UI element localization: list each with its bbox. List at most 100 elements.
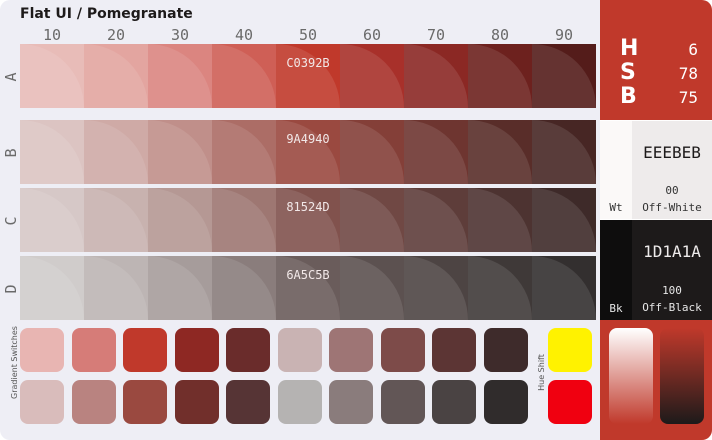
hsb-h-letter: H [620, 36, 639, 61]
gradient-switch-2-1[interactable] [20, 380, 64, 424]
shade-cell-d-10[interactable] [20, 256, 84, 320]
shade-cell-b-40[interactable] [212, 120, 276, 184]
shade-cell-d-20[interactable] [84, 256, 148, 320]
shade-cell-b-50[interactable]: 9A4940 [276, 120, 340, 184]
hsb-s-value: 78 [678, 64, 698, 83]
shade-cell-d-70[interactable] [404, 256, 468, 320]
shade-cell-a-90[interactable] [532, 44, 596, 108]
hue-shift-swatch-1[interactable] [548, 328, 592, 372]
shade-cell-d-50[interactable]: 6A5C5B [276, 256, 340, 320]
off-white-swatch: Wt [600, 121, 632, 219]
gradient-switch-2-8[interactable] [380, 380, 425, 424]
gradient-switch-1-2[interactable] [71, 328, 116, 372]
shade-cell-a-10[interactable] [20, 44, 84, 108]
white-short-label: Wt [609, 201, 623, 214]
shade-cell-b-70[interactable] [404, 120, 468, 184]
hex-code-label: C0392B [286, 56, 330, 70]
light-gradient-swatch [609, 328, 653, 424]
shade-cell-b-30[interactable] [148, 120, 212, 184]
column-label-60: 60 [362, 26, 382, 44]
shade-cell-c-90[interactable] [532, 188, 596, 252]
shade-cell-a-40[interactable] [212, 44, 276, 108]
shade-cell-d-60[interactable] [340, 256, 404, 320]
hsb-b-row: B 75 [600, 84, 712, 110]
column-label-30: 30 [170, 26, 190, 44]
shade-row-a: C0392B [20, 44, 596, 108]
hsb-b-letter: B [620, 84, 637, 109]
shade-cell-b-10[interactable] [20, 120, 84, 184]
white-code: EEEBEB [643, 143, 701, 162]
shade-row-d: 6A5C5B [20, 256, 596, 320]
gradient-switch-2-6[interactable] [277, 380, 322, 424]
hex-code-label: 6A5C5B [286, 268, 330, 282]
shade-cell-b-80[interactable] [468, 120, 532, 184]
shade-cell-c-50[interactable]: 81524D [276, 188, 340, 252]
row-label-d: D [2, 284, 20, 294]
shade-cell-b-90[interactable] [532, 120, 596, 184]
gradient-switch-1-1[interactable] [20, 328, 64, 372]
hsb-s-row: S 78 [600, 60, 712, 86]
off-black-panel: 1D1A1A 100 Off-Black [632, 220, 712, 320]
off-white-panel: EEEBEB 00 Off-White [632, 121, 712, 219]
gradient-switch-1-7[interactable] [329, 328, 373, 372]
hex-code-label: 9A4940 [286, 132, 330, 146]
gradient-switch-1-6[interactable] [277, 328, 322, 372]
column-label-20: 20 [106, 26, 126, 44]
palette-card: Flat UI / Pomegranate 10 20 30 40 50 60 70 80 90… [0, 0, 600, 440]
shade-cell-a-20[interactable] [84, 44, 148, 108]
hsb-h-value: 6 [688, 40, 698, 59]
gradient-switch-2-10[interactable] [483, 380, 528, 424]
column-label-90: 90 [554, 26, 574, 44]
dark-gradient-swatch [660, 328, 704, 424]
shade-row-c: 81524D [20, 188, 596, 252]
shade-cell-a-50[interactable]: C0392B [276, 44, 340, 108]
gradient-preview-panel [600, 320, 712, 440]
gradient-switch-2-3[interactable] [123, 380, 167, 424]
row-label-a: A [2, 72, 20, 82]
shade-cell-a-80[interactable] [468, 44, 532, 108]
hue-shift-label: Hue Shift [536, 354, 546, 391]
gradient-switch-2-5[interactable] [226, 380, 270, 424]
shade-cell-c-30[interactable] [148, 188, 212, 252]
shade-cell-c-80[interactable] [468, 188, 532, 252]
shade-cell-b-20[interactable] [84, 120, 148, 184]
white-name: Off-White [642, 201, 702, 214]
shade-cell-c-70[interactable] [404, 188, 468, 252]
hsb-s-letter: S [620, 60, 636, 85]
gradient-switch-1-3[interactable] [123, 328, 167, 372]
gradient-switch-1-9[interactable] [432, 328, 476, 372]
gradient-switch-1-4[interactable] [174, 328, 219, 372]
black-short-label: Bk [609, 302, 623, 315]
black-number: 100 [662, 284, 682, 297]
hsb-panel: H 6 S 78 B 75 [600, 0, 712, 120]
gradient-switch-1-5[interactable] [226, 328, 270, 372]
column-label-10: 10 [42, 26, 62, 44]
gradient-switch-2-9[interactable] [432, 380, 476, 424]
gradient-switch-1-8[interactable] [380, 328, 425, 372]
gradient-switch-2-7[interactable] [329, 380, 373, 424]
shade-cell-c-10[interactable] [20, 188, 84, 252]
shade-cell-c-40[interactable] [212, 188, 276, 252]
hsb-b-value: 75 [678, 88, 698, 107]
shade-cell-c-20[interactable] [84, 188, 148, 252]
shade-cell-d-40[interactable] [212, 256, 276, 320]
shade-cell-a-70[interactable] [404, 44, 468, 108]
hue-shift-swatch-2[interactable] [548, 380, 592, 424]
shade-cell-a-30[interactable] [148, 44, 212, 108]
shade-row-b: 9A4940 [20, 120, 596, 184]
gradient-switch-1-10[interactable] [483, 328, 528, 372]
black-name: Off-Black [642, 301, 702, 314]
shade-cell-d-80[interactable] [468, 256, 532, 320]
gradient-switch-2-4[interactable] [174, 380, 219, 424]
shade-cell-d-30[interactable] [148, 256, 212, 320]
hex-code-label: 81524D [286, 200, 330, 214]
column-label-80: 80 [490, 26, 510, 44]
shade-cell-b-60[interactable] [340, 120, 404, 184]
shade-cell-d-90[interactable] [532, 256, 596, 320]
gradient-switch-2-2[interactable] [71, 380, 116, 424]
row-label-c: C [2, 216, 20, 226]
row-label-b: B [2, 148, 20, 158]
shade-cell-c-60[interactable] [340, 188, 404, 252]
shade-cell-a-60[interactable] [340, 44, 404, 108]
column-label-50: 50 [298, 26, 318, 44]
